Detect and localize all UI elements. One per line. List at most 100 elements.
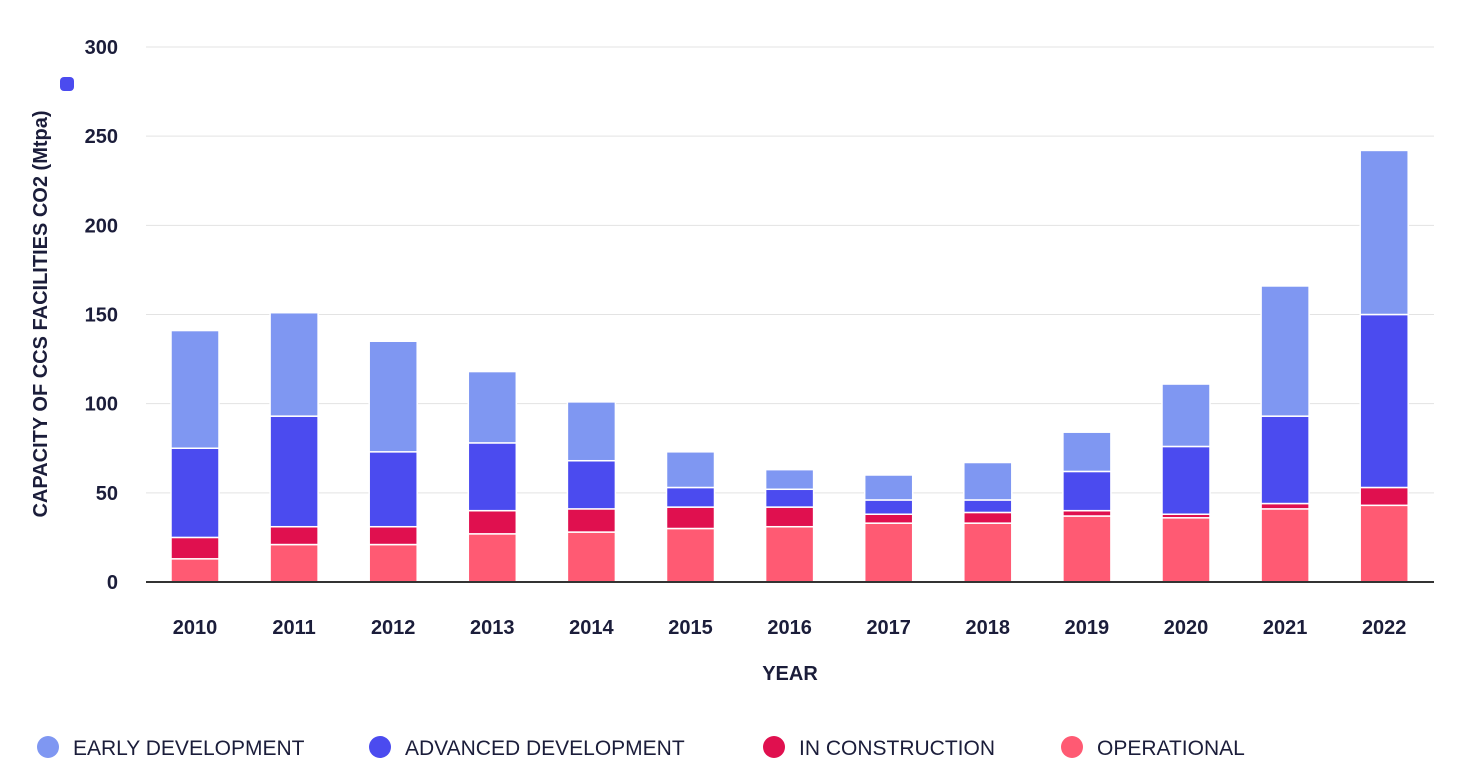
bar-2013-in-construction bbox=[467, 509, 518, 535]
bar-stack-2013 bbox=[467, 370, 518, 583]
bar-2022-early-development bbox=[1359, 149, 1409, 316]
bar-2012-operational bbox=[368, 543, 418, 583]
x-tick-label-2012: 2012 bbox=[371, 617, 416, 639]
legend-label: ADVANCED DEVELOPMENT bbox=[405, 737, 685, 760]
bar-stack-2020 bbox=[1161, 383, 1211, 583]
x-tick-label-2013: 2013 bbox=[470, 617, 515, 639]
bar-2020-operational bbox=[1161, 517, 1211, 583]
bar-2014-in-construction bbox=[566, 508, 617, 533]
bar-2022-advanced-development bbox=[1359, 313, 1409, 489]
bar-2014-operational bbox=[566, 531, 617, 583]
y-axis-title: CAPACITY OF CCS FACILITIES CO2 (Mtpa) bbox=[30, 110, 52, 517]
bar-stack-2017 bbox=[863, 474, 914, 583]
bar-2011-in-construction bbox=[269, 525, 319, 546]
legend-item-operational: OPERATIONAL bbox=[1061, 736, 1245, 760]
bar-2018-advanced-development bbox=[963, 499, 1013, 514]
legend-swatch bbox=[369, 736, 391, 758]
bar-2021-early-development bbox=[1260, 285, 1310, 417]
x-tick-label-2019: 2019 bbox=[1065, 617, 1110, 639]
bar-2015-early-development bbox=[665, 451, 716, 489]
bar-stack-2022 bbox=[1359, 149, 1409, 583]
bar-2015-in-construction bbox=[665, 506, 716, 530]
bar-stack-2016 bbox=[764, 468, 815, 583]
legend-item-early-development: EARLY DEVELOPMENT bbox=[37, 736, 305, 760]
bar-stack-2015 bbox=[665, 451, 716, 583]
y-tick-label-0: 0 bbox=[107, 572, 118, 594]
bar-2012-advanced-development bbox=[368, 451, 418, 528]
bar-2011-advanced-development bbox=[269, 415, 319, 528]
y-tick-label-300: 300 bbox=[85, 37, 118, 59]
x-tick-label-2016: 2016 bbox=[767, 617, 812, 639]
bar-stack-2011 bbox=[269, 311, 319, 583]
bar-2020-early-development bbox=[1161, 383, 1211, 448]
legend-label: OPERATIONAL bbox=[1097, 737, 1245, 760]
legend-label: IN CONSTRUCTION bbox=[799, 737, 995, 760]
bar-2021-operational bbox=[1260, 508, 1310, 583]
bar-2012-early-development bbox=[368, 340, 418, 453]
y-tick-label-250: 250 bbox=[85, 126, 118, 148]
x-tick-label-2017: 2017 bbox=[866, 617, 911, 639]
y-tick-label-50: 50 bbox=[96, 483, 118, 505]
bar-2017-in-construction bbox=[863, 513, 914, 524]
bar-2014-advanced-development bbox=[566, 459, 617, 510]
x-tick-label-2021: 2021 bbox=[1263, 617, 1308, 639]
bar-2016-early-development bbox=[764, 468, 815, 491]
y-tick-label-100: 100 bbox=[85, 394, 118, 416]
x-axis-title: YEAR bbox=[762, 663, 818, 685]
legend-swatch bbox=[1061, 736, 1083, 758]
bar-2017-early-development bbox=[863, 474, 914, 501]
bar-stack-2021 bbox=[1260, 285, 1310, 583]
bar-2016-operational bbox=[764, 525, 815, 583]
bar-2013-operational bbox=[467, 533, 518, 583]
legend: EARLY DEVELOPMENT ADVANCED DEVELOPMENT IN … bbox=[37, 736, 1245, 760]
grid-lines bbox=[146, 46, 1434, 494]
x-tick-label-2010: 2010 bbox=[173, 617, 218, 639]
bar-2015-advanced-development bbox=[665, 486, 716, 508]
bar-2015-operational bbox=[665, 527, 716, 583]
legend-label: EARLY DEVELOPMENT bbox=[73, 737, 305, 760]
bar-stack-2014 bbox=[566, 401, 617, 583]
x-tick-label-2020: 2020 bbox=[1164, 617, 1209, 639]
bar-2019-advanced-development bbox=[1062, 470, 1112, 512]
bar-2017-operational bbox=[863, 522, 914, 583]
bar-2010-in-construction bbox=[170, 536, 220, 560]
bar-2021-advanced-development bbox=[1260, 415, 1310, 505]
bar-2022-in-construction bbox=[1359, 486, 1409, 507]
y-axis-marker bbox=[60, 77, 74, 91]
y-axis-ticks: 0 50 100 150 200 250 300 bbox=[85, 37, 118, 594]
bar-2012-in-construction bbox=[368, 525, 418, 546]
bar-2016-advanced-development bbox=[764, 488, 815, 508]
x-tick-label-2022: 2022 bbox=[1362, 617, 1407, 639]
bar-2016-in-construction bbox=[764, 506, 815, 528]
legend-item-in-construction: IN CONSTRUCTION bbox=[763, 736, 995, 760]
x-tick-label-2018: 2018 bbox=[966, 617, 1011, 639]
bars bbox=[170, 149, 1409, 583]
bar-2019-early-development bbox=[1062, 431, 1112, 473]
bar-2010-advanced-development bbox=[170, 447, 220, 539]
bar-2022-operational bbox=[1359, 504, 1409, 583]
bar-2018-operational bbox=[963, 522, 1013, 583]
y-tick-label-150: 150 bbox=[85, 305, 118, 327]
bar-2019-operational bbox=[1062, 515, 1112, 583]
bar-2020-advanced-development bbox=[1161, 445, 1211, 515]
x-tick-label-2011: 2011 bbox=[272, 617, 315, 639]
bar-2017-advanced-development bbox=[863, 499, 914, 515]
x-tick-label-2014: 2014 bbox=[569, 617, 614, 639]
y-tick-label-200: 200 bbox=[85, 215, 118, 237]
bar-2014-early-development bbox=[566, 401, 617, 462]
bar-stack-2018 bbox=[963, 461, 1013, 583]
bar-2010-early-development bbox=[170, 329, 220, 449]
bar-2011-operational bbox=[269, 543, 319, 583]
x-tick-label-2015: 2015 bbox=[668, 617, 713, 639]
bar-2018-in-construction bbox=[963, 511, 1013, 524]
legend-swatch bbox=[763, 736, 785, 758]
bar-2021-in-construction bbox=[1260, 502, 1310, 510]
bar-stack-2019 bbox=[1062, 431, 1112, 583]
legend-swatch bbox=[37, 736, 59, 758]
bar-stack-2010 bbox=[170, 329, 220, 583]
bar-stack-2012 bbox=[368, 340, 418, 583]
bar-2018-early-development bbox=[963, 461, 1013, 501]
legend-item-advanced-development: ADVANCED DEVELOPMENT bbox=[369, 736, 685, 760]
